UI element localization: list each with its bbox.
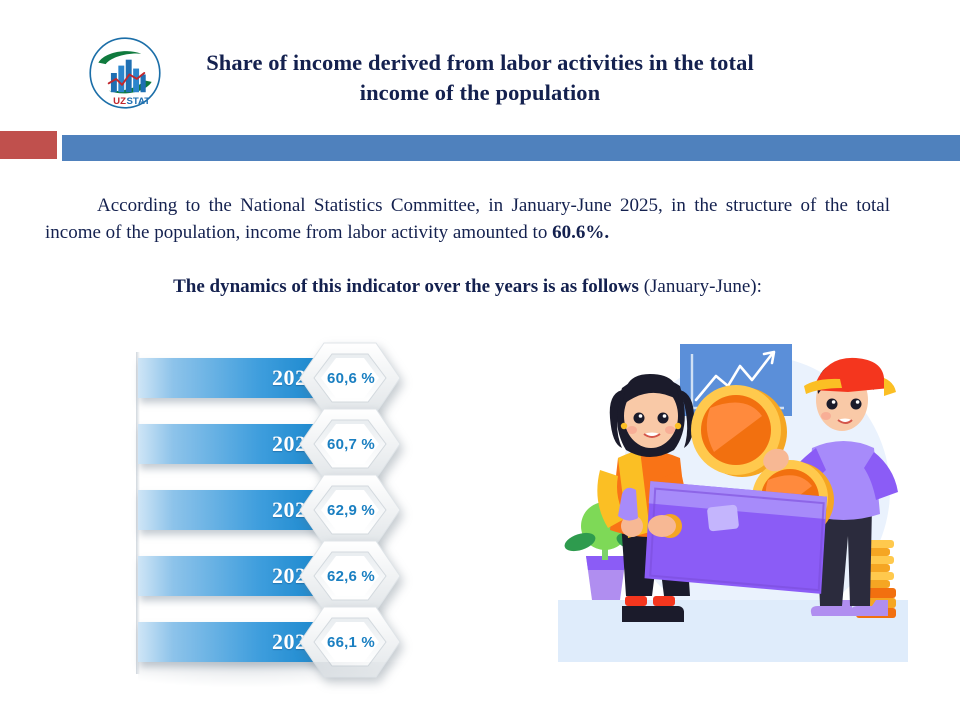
value-hexagon-label: 62,6 % xyxy=(327,567,375,585)
divider-accent-red xyxy=(0,131,57,159)
chart-base-shadow xyxy=(138,662,408,688)
value-hexagon-badge: 62,6 % xyxy=(298,539,402,613)
man-figure xyxy=(746,357,898,616)
briefcase-lock xyxy=(707,504,739,532)
woman-fringe xyxy=(623,374,679,404)
chart-row-2023: 2023 62,9 % xyxy=(120,474,420,546)
value-hexagon-label: 60,7 % xyxy=(327,435,375,453)
chart-row-2025: 2025 60,6 % xyxy=(120,342,420,414)
man-hand-on-coin xyxy=(763,448,789,472)
chart-row-2021: 2021 66,1 % xyxy=(120,606,420,678)
illustration-people-with-briefcase-and-coins xyxy=(540,330,936,674)
bar-chart: 2025 60,6 % xyxy=(120,330,420,710)
value-hexagon-label: 60,6 % xyxy=(327,369,375,387)
woman-hand-on-case xyxy=(648,515,676,537)
divider-bar-blue xyxy=(62,135,960,161)
page-title: Share of income derived from labor activ… xyxy=(206,50,754,105)
briefcase xyxy=(618,481,827,594)
coin-large-upper xyxy=(691,385,787,477)
value-hexagon-badge: 60,6 % xyxy=(298,341,402,415)
value-hexagon-label: 66,1 % xyxy=(327,633,375,651)
intro-paragraph-value: 60.6%. xyxy=(552,222,610,243)
value-hexagon-badge: 60,7 % xyxy=(298,407,402,481)
man-cap-brim xyxy=(804,378,842,394)
value-hexagon-badge: 66,1 % xyxy=(298,605,402,679)
intro-paragraph: According to the National Statistics Com… xyxy=(45,192,890,246)
briefcase-handle xyxy=(618,487,638,521)
intro-paragraph-lead: According to the National Statistics Com… xyxy=(45,195,890,243)
chart-subheading: The dynamics of this indicator over the … xyxy=(45,274,890,300)
chart-row-2022: 2022 62,6 % xyxy=(120,540,420,612)
logo-text-stat: STAT xyxy=(126,96,150,107)
logo-text-uz: UZ xyxy=(113,96,126,107)
value-hexagon-badge: 62,9 % xyxy=(298,473,402,547)
chart-subheading-rest: (January-June): xyxy=(638,276,762,297)
chart-row-2024: 2024 60,7 % xyxy=(120,408,420,480)
uzstat-logo: UZ STAT xyxy=(88,36,162,110)
man-trousers xyxy=(816,506,872,606)
value-hexagon-label: 62,9 % xyxy=(327,501,375,519)
chart-subheading-bold: The dynamics of this indicator over the … xyxy=(173,276,639,297)
